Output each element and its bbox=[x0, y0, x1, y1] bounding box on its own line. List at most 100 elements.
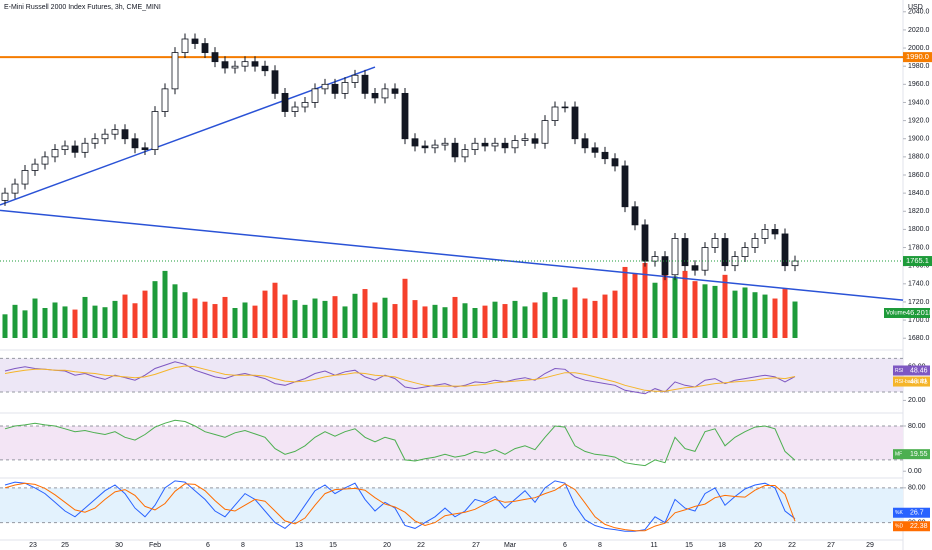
x-tick-label: 15 bbox=[685, 542, 693, 549]
candle-body bbox=[131, 138, 139, 149]
volume-bar bbox=[712, 285, 718, 338]
y-tick-label: 2040.0 bbox=[908, 9, 930, 16]
volume-bar bbox=[192, 298, 198, 338]
x-tick-label: 6 bbox=[563, 542, 567, 549]
x-tick-label: 22 bbox=[417, 542, 425, 549]
candle-body bbox=[41, 156, 49, 165]
volume-bar bbox=[542, 292, 548, 338]
candle-body bbox=[481, 142, 489, 147]
volume-bar bbox=[492, 301, 498, 338]
volume-bar bbox=[392, 304, 398, 338]
volume-bar bbox=[442, 307, 448, 338]
volume-bar bbox=[242, 302, 248, 338]
y-tick-label: 1860.0 bbox=[908, 172, 930, 179]
volume-bar bbox=[662, 268, 668, 338]
volume-bar bbox=[462, 303, 468, 338]
candle-body bbox=[1, 192, 9, 201]
volume-bar bbox=[172, 284, 178, 338]
candle-body bbox=[91, 138, 99, 144]
y-tick-label: 1800.0 bbox=[908, 226, 930, 233]
volume-bar bbox=[222, 296, 228, 338]
y-tick-label: 1920.0 bbox=[908, 117, 930, 124]
volume-bar bbox=[692, 281, 698, 338]
candle-body bbox=[661, 256, 669, 276]
candle-body bbox=[21, 170, 29, 185]
candle-body bbox=[771, 229, 779, 235]
candle-body bbox=[191, 38, 199, 44]
volume-bar bbox=[702, 284, 708, 338]
candle-body bbox=[401, 92, 409, 140]
candle-body bbox=[691, 265, 699, 271]
candle-body bbox=[501, 142, 509, 149]
candle-body bbox=[751, 238, 759, 248]
candle-body bbox=[461, 149, 469, 158]
y-tick-label: 1680.0 bbox=[908, 335, 930, 342]
indicator-tag-value: 26.7 bbox=[910, 510, 924, 517]
indicator-tag-name: RSI-based MA bbox=[895, 379, 928, 385]
volume-bar bbox=[612, 290, 618, 338]
y-tick-label: 2000.0 bbox=[908, 45, 930, 52]
volume-bar bbox=[2, 314, 8, 338]
volume-bar bbox=[572, 287, 578, 338]
volume-bar bbox=[622, 266, 628, 338]
indicator-line bbox=[4, 480, 796, 532]
volume-bar bbox=[312, 298, 318, 338]
y-tick-label: 1740.0 bbox=[908, 281, 930, 288]
candle-body bbox=[231, 65, 239, 69]
indicator-tag bbox=[893, 449, 930, 460]
candle-body bbox=[181, 38, 189, 53]
indicator-tag-value: 22.38 bbox=[910, 523, 928, 530]
volume-bar bbox=[782, 289, 788, 338]
volume-bar bbox=[272, 282, 278, 338]
volume-bar bbox=[332, 296, 338, 338]
candle-body bbox=[11, 183, 19, 194]
volume-tag bbox=[884, 308, 930, 318]
volume-bar bbox=[632, 273, 638, 338]
x-tick-label: 18 bbox=[718, 542, 726, 549]
candle-body bbox=[301, 102, 309, 108]
candle-body bbox=[571, 106, 579, 140]
candle-body bbox=[521, 138, 529, 141]
volume-bar bbox=[762, 294, 768, 338]
volume-bar bbox=[12, 304, 18, 338]
volume-bar bbox=[102, 307, 108, 338]
x-tick-label: 27 bbox=[827, 542, 835, 549]
indicator-tag-name: %D bbox=[895, 524, 903, 530]
candle-body bbox=[31, 163, 39, 171]
indicator-tag-name: RSI bbox=[895, 368, 903, 374]
volume-bar bbox=[512, 300, 518, 338]
candle-body bbox=[161, 88, 169, 112]
candle-body bbox=[451, 142, 459, 158]
candle-body bbox=[251, 61, 259, 67]
x-tick-label: 15 bbox=[329, 542, 337, 549]
x-tick-label: Mar bbox=[504, 542, 517, 549]
candle-body bbox=[641, 224, 649, 262]
candle-body bbox=[321, 83, 329, 90]
volume-bar bbox=[112, 300, 118, 338]
volume-bar bbox=[212, 304, 218, 338]
volume-bar bbox=[62, 306, 68, 338]
candle-body bbox=[331, 83, 339, 94]
volume-bar bbox=[522, 306, 528, 338]
volume-bar bbox=[562, 299, 568, 338]
x-tick-label: 20 bbox=[383, 542, 391, 549]
x-tick-label: 22 bbox=[788, 542, 796, 549]
volume-bar bbox=[152, 281, 158, 338]
y-tick-label: 1900.0 bbox=[908, 136, 930, 143]
volume-bar bbox=[232, 308, 238, 338]
candle-body bbox=[381, 88, 389, 99]
y-tick-label: 80.00 bbox=[908, 423, 926, 430]
volume-bar bbox=[252, 305, 258, 338]
candle-body bbox=[361, 74, 369, 94]
volume-bar bbox=[592, 300, 598, 338]
candle-body bbox=[721, 238, 729, 267]
volume-bar bbox=[752, 292, 758, 338]
x-tick-label: 13 bbox=[295, 542, 303, 549]
candle-body bbox=[511, 140, 519, 149]
y-tick-label: 1820.0 bbox=[908, 208, 930, 215]
chart-title: E-Mini Russell 2000 Index Futures, 3h, C… bbox=[4, 4, 161, 11]
x-tick-label: 20 bbox=[754, 542, 762, 549]
candle-body bbox=[711, 238, 719, 248]
candle-body bbox=[281, 92, 289, 112]
